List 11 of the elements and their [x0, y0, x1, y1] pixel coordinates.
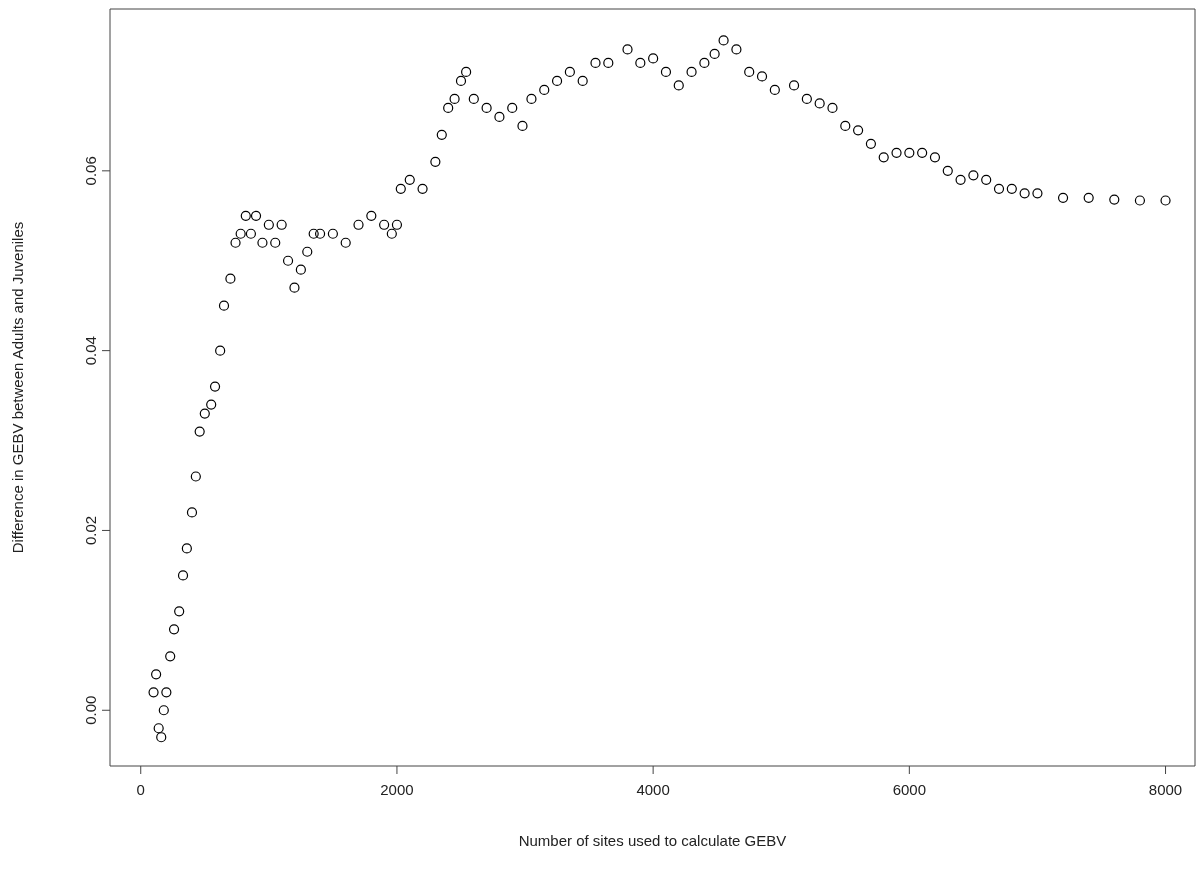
x-tick-label: 8000 [1148, 780, 1183, 798]
y-tick-label: 0.04 [82, 336, 99, 366]
x-tick-label: 6000 [892, 780, 927, 798]
y-tick-label: 0.06 [82, 156, 99, 186]
y-axis-title: Difference in GEBV between Adults and Juveniles [9, 221, 27, 554]
x-axis-title: Number of sites used to calculate GEBV [518, 832, 787, 849]
y-tick-label: 0.02 [82, 515, 99, 546]
x-tick-label: 2000 [380, 780, 414, 798]
x-tick-label: 4000 [636, 780, 670, 798]
y-tick-label: 0.00 [82, 695, 99, 725]
x-tick-label: 0 [136, 780, 145, 798]
